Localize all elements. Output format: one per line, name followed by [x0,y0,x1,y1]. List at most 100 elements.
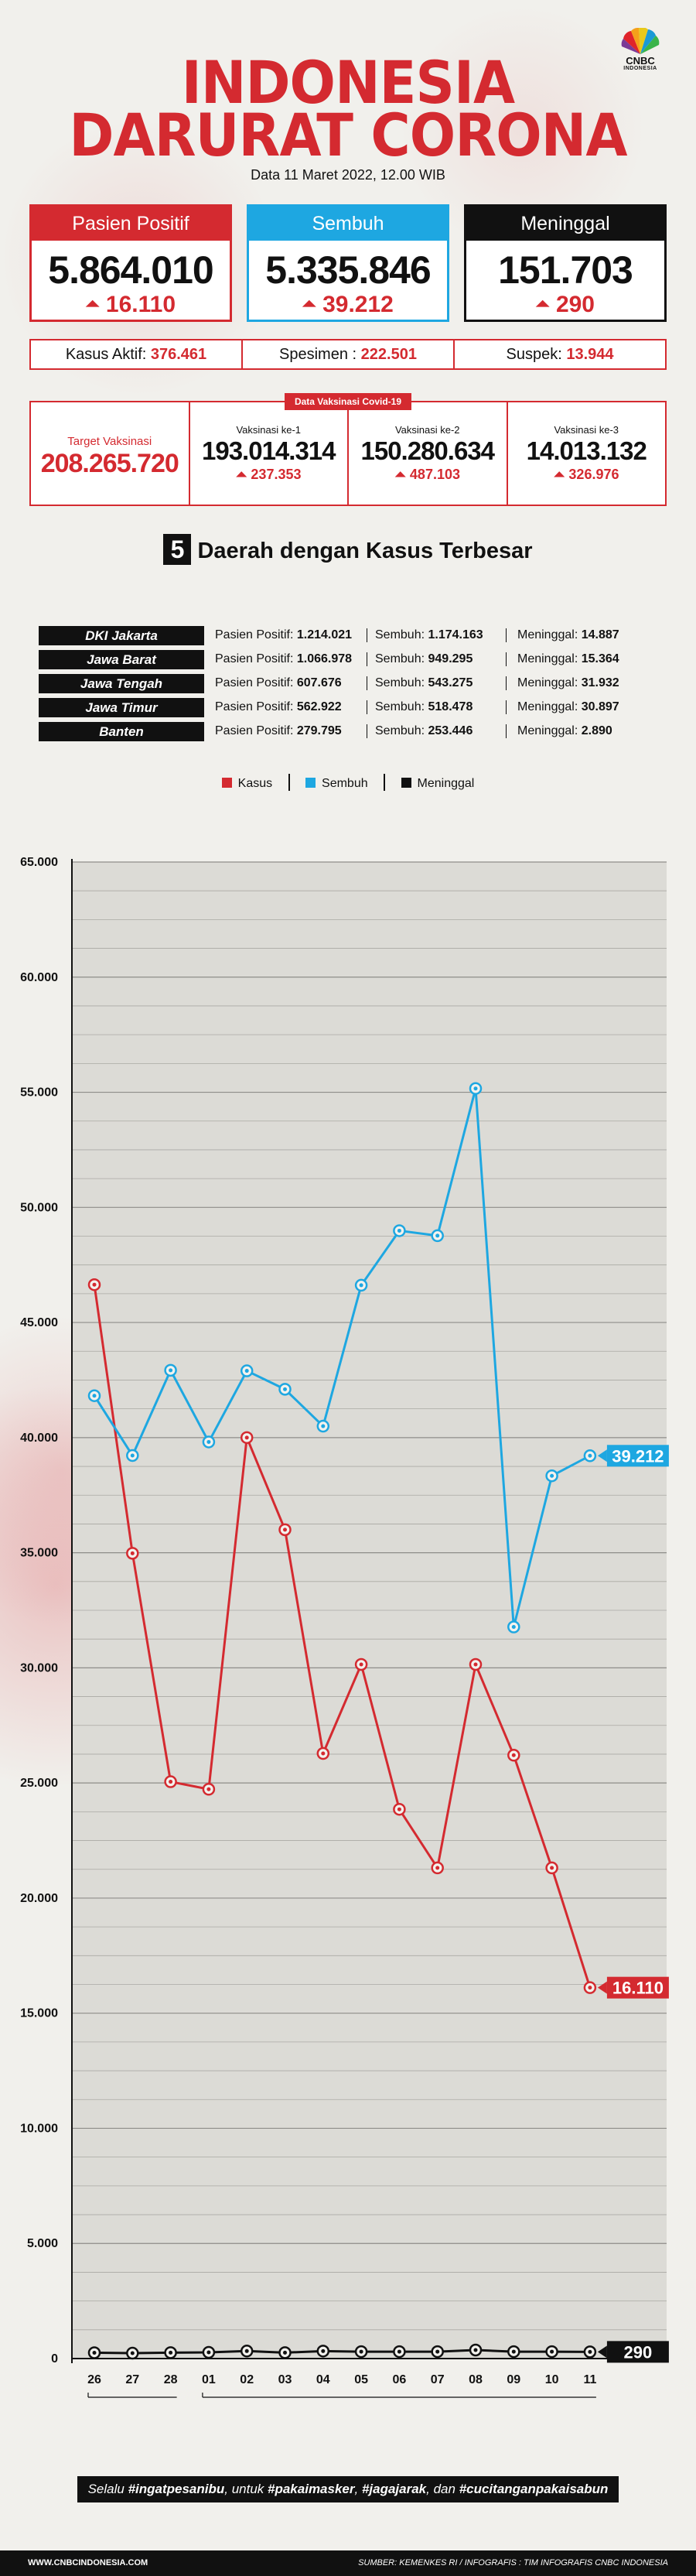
vaccination-dose-delta: ⏶ 237.353 [190,467,348,483]
y-tick-label: 45.000 [20,1316,58,1329]
region-meninggal: Meninggal: 15.364 [506,652,653,666]
series-end-label-box [606,1976,669,1999]
region-positif-label: Pasien Positif: [215,700,294,713]
region-meninggal-label: Meninggal: [517,676,578,689]
region-meninggal-label: Meninggal: [517,700,578,713]
data-point-core [244,2349,249,2353]
vaccination-dose-delta: ⏶ 326.976 [508,467,666,483]
data-point-core [130,1551,135,1555]
brand-sub: INDONESIA [623,66,657,71]
x-tick-label: 07 [431,2373,445,2386]
region-sembuh-value: 518.478 [428,700,473,713]
regions-title-text: Daerah dengan Kasus Terbesar [197,539,533,563]
region-meninggal-value: 31.932 [581,676,619,689]
vaccination-target: Target Vaksinasi 208.265.720 [31,402,189,505]
region-positif-label: Pasien Positif: [215,724,294,737]
vaccination-dose-value: 150.280.634 [360,436,495,465]
data-point-core [244,1435,249,1440]
series-end-label-pointer [597,2345,607,2359]
peacock-icon [621,28,660,54]
region-meninggal: Meninggal: 14.887 [506,628,653,642]
stat-card-delta: ⏶ 39.212 [249,292,447,317]
region-positif-label: Pasien Positif: [215,652,294,665]
legend-swatch [305,778,316,788]
y-tick-label: 35.000 [20,1547,58,1560]
data-point-core [473,1662,478,1667]
summary-spesimen: Spesimen : 222.501 [241,340,453,368]
x-tick-label: 27 [125,2373,139,2386]
region-positif-label: Pasien Positif: [215,628,294,641]
data-point-core [244,1369,249,1374]
vaccination-delta-value: 237.353 [251,467,302,482]
vaccination-dose-label: Vaksinasi ke-1 [236,424,302,436]
footer-credits: SUMBER: KEMENKES RI / INFOGRAFIS : TIM I… [358,2558,668,2567]
page-title-line1: INDONESIA [181,48,515,117]
series-line-sembuh [93,1087,591,1629]
y-tick-label: 60.000 [20,971,58,984]
banner-hashtag: #ingatpesanibu [128,2482,225,2496]
region-meninggal-label: Meninggal: [517,724,578,737]
stat-card-positif: Pasien Positif 5.864.010 ⏶ 16.110 [29,204,232,322]
series-end-label: 16.110 [612,1979,664,1998]
vaccination-target-label: Target Vaksinasi [67,435,152,448]
data-point-core [550,1866,554,1870]
x-tick-label: 05 [354,2373,368,2386]
x-tick-label: 02 [240,2373,254,2386]
legend-item-kasus: Kasus [221,777,273,791]
data-point-core [511,1753,516,1757]
series-line-kasus [93,1284,592,1989]
x-tick-label: 01 [202,2373,216,2386]
summary-kasus-aktif: Kasus Aktif: 376.461 [31,340,241,368]
region-positif-value: 562.922 [296,700,342,713]
region-positif: Pasien Positif: 607.676 [204,676,367,690]
region-meninggal-value: 14.887 [581,628,619,641]
stat-delta-value: 39.212 [322,292,394,317]
data-point-core [359,2349,363,2354]
footer-site-link[interactable]: WWW.CNBCINDONESIA.COM [28,2558,148,2567]
regions-number: 5 [163,534,192,565]
summary-suspek: Suspek: 13.944 [453,340,665,368]
vaccination-dose-delta: ⏶ 487.103 [349,467,507,483]
region-sembuh-label: Sembuh: [375,676,425,689]
stat-card-value: 151.703 [498,248,633,292]
summary-value: 222.501 [360,346,417,363]
stat-card-label: Meninggal [466,207,664,241]
banner-text: Selalu [87,2482,128,2496]
region-positif-value: 279.795 [296,724,342,737]
summary-bar: Kasus Aktif: 376.461 Spesimen : 222.501 … [29,339,667,370]
data-point-core [283,1387,287,1391]
y-tick-label: 0 [51,2352,58,2366]
vaccination-delta-value: 326.976 [568,467,619,482]
data-point-core [321,1424,326,1428]
legend-label: Kasus [237,777,273,790]
legend-label: Sembuh [322,777,368,790]
region-row: DKI Jakarta Pasien Positif: 1.214.021 Semb… [39,624,657,647]
series-end-label-pointer [597,1981,607,1994]
region-meninggal: Meninggal: 2.890 [506,724,653,738]
y-tick-label: 20.000 [20,1892,58,1905]
data-date: Data 11 Maret 2022, 12.00 WIB [251,167,445,183]
y-tick-label: 5.000 [27,2237,58,2250]
data-point-core [283,1527,287,1532]
region-name: Jawa Timur [39,697,204,717]
stat-card-delta: ⏶ 16.110 [32,292,230,317]
hashtag-banner: Selalu #ingatpesanibu, untuk #pakaimaske… [77,2476,619,2502]
region-name: Jawa Tengah [39,673,204,693]
region-positif: Pasien Positif: 1.214.021 [204,628,367,642]
stat-delta-value: 290 [555,292,595,317]
y-tick-label: 10.000 [20,2122,58,2135]
stat-card-sembuh: Sembuh 5.335.846 ⏶ 39.212 [247,204,449,322]
series-end-label-box [606,1445,669,1467]
y-tick-label: 30.000 [20,1661,58,1675]
x-tick-label: 06 [393,2373,407,2386]
region-positif-value: 607.676 [296,676,342,689]
vaccination-section-label: Data Vaksinasi Covid-19 [285,393,411,410]
data-point-core [588,1453,592,1458]
chart-legend: Kasus Sembuh Meninggal [0,774,696,791]
region-sembuh-label: Sembuh: [375,652,425,665]
legend-divider [384,774,386,791]
region-positif-label: Pasien Positif: [215,676,294,689]
banner-hashtag: #cucitanganpakaisabun [459,2482,609,2496]
series-end-label: 39.212 [612,1446,664,1466]
stat-delta-value: 16.110 [105,292,176,317]
